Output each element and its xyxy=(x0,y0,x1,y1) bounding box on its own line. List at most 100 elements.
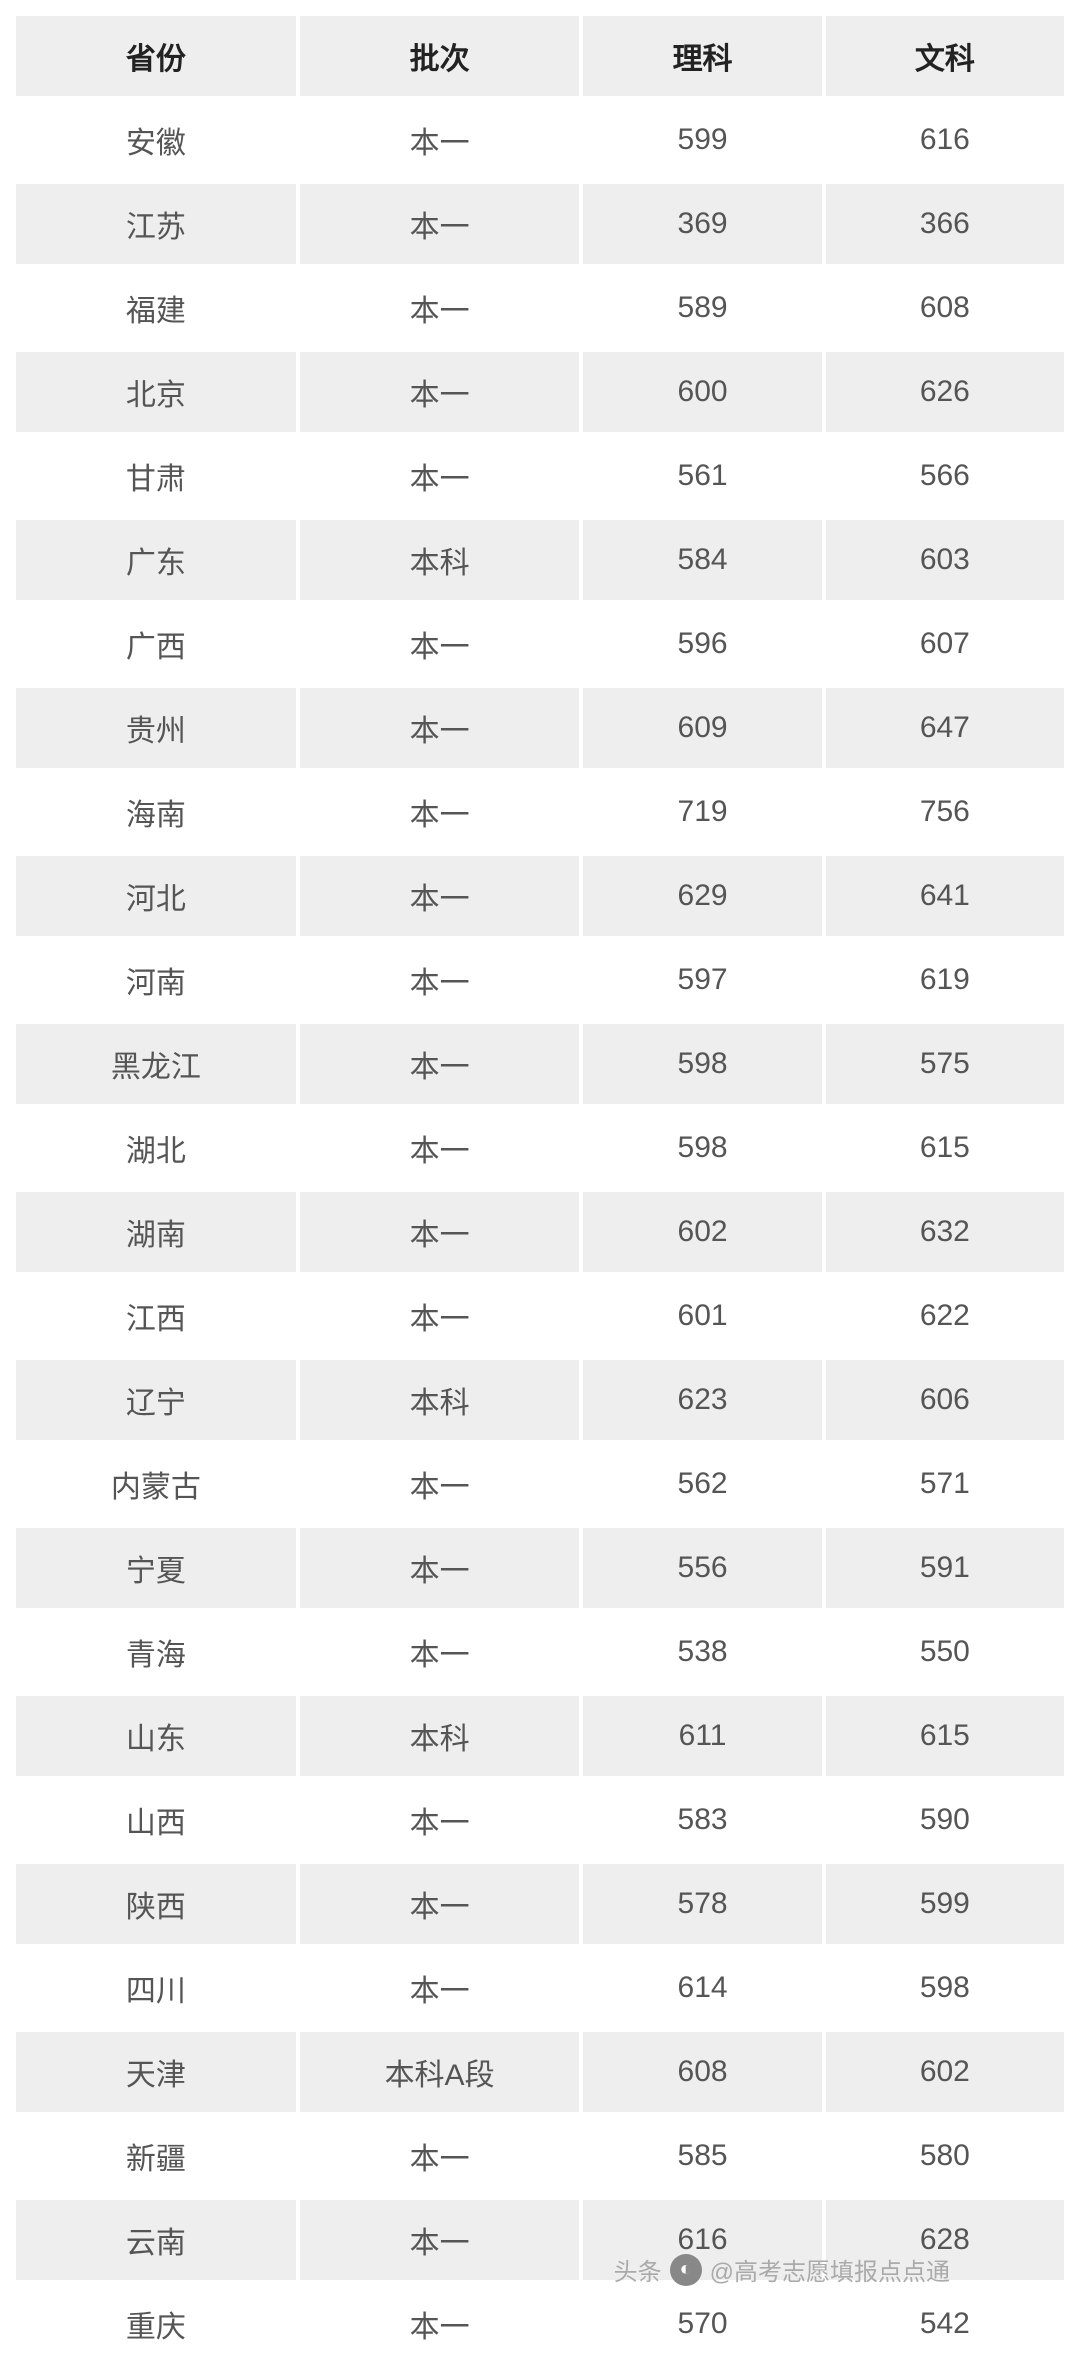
table-row: 青海本一538550 xyxy=(16,1612,1064,1692)
table-cell: 641 xyxy=(826,856,1064,936)
table-cell: 611 xyxy=(583,1696,821,1776)
table-cell: 甘肃 xyxy=(16,436,296,516)
table-cell: 556 xyxy=(583,1528,821,1608)
table-cell: 安徽 xyxy=(16,100,296,180)
table-cell: 本一 xyxy=(300,100,580,180)
table-cell: 719 xyxy=(583,772,821,852)
table-cell: 623 xyxy=(583,1360,821,1440)
table-row: 内蒙古本一562571 xyxy=(16,1444,1064,1524)
table-cell: 600 xyxy=(583,352,821,432)
table-cell: 598 xyxy=(583,1108,821,1188)
header-arts: 文科 xyxy=(826,16,1064,96)
table-cell: 614 xyxy=(583,1948,821,2028)
table-cell: 广东 xyxy=(16,520,296,600)
table-row: 四川本一614598 xyxy=(16,1948,1064,2028)
table-row: 陕西本一578599 xyxy=(16,1864,1064,1944)
table-cell: 本一 xyxy=(300,772,580,852)
table-cell: 陕西 xyxy=(16,1864,296,1944)
table-cell: 本科 xyxy=(300,520,580,600)
table-cell: 591 xyxy=(826,1528,1064,1608)
table-cell: 江西 xyxy=(16,1276,296,1356)
header-province: 省份 xyxy=(16,16,296,96)
table-cell: 北京 xyxy=(16,352,296,432)
table-cell: 562 xyxy=(583,1444,821,1524)
table-cell: 本一 xyxy=(300,1948,580,2028)
table-row: 山西本一583590 xyxy=(16,1780,1064,1860)
watermark-icon: ◐ xyxy=(670,2254,702,2286)
table-cell: 609 xyxy=(583,688,821,768)
table-cell: 629 xyxy=(583,856,821,936)
table-row: 甘肃本一561566 xyxy=(16,436,1064,516)
table-cell: 山东 xyxy=(16,1696,296,1776)
table-cell: 本一 xyxy=(300,1780,580,1860)
table-cell: 538 xyxy=(583,1612,821,1692)
table-cell: 本一 xyxy=(300,184,580,264)
table-container: 省份 批次 理科 文科 安徽本一599616江苏本一369366福建本一5896… xyxy=(0,0,1080,2380)
table-row: 江西本一601622 xyxy=(16,1276,1064,1356)
table-row: 山东本科611615 xyxy=(16,1696,1064,1776)
table-cell: 本一 xyxy=(300,1276,580,1356)
table-row: 广东本科584603 xyxy=(16,520,1064,600)
table-header-row: 省份 批次 理科 文科 xyxy=(16,16,1064,96)
table-cell: 天津 xyxy=(16,2032,296,2112)
table-cell: 本科 xyxy=(300,1696,580,1776)
table-cell: 575 xyxy=(826,1024,1064,1104)
table-cell: 583 xyxy=(583,1780,821,1860)
table-cell: 本一 xyxy=(300,2284,580,2364)
table-cell: 622 xyxy=(826,1276,1064,1356)
table-cell: 647 xyxy=(826,688,1064,768)
table-cell: 本一 xyxy=(300,2116,580,2196)
table-cell: 585 xyxy=(583,2116,821,2196)
table-cell: 本一 xyxy=(300,1108,580,1188)
table-cell: 本一 xyxy=(300,1528,580,1608)
table-cell: 海南 xyxy=(16,772,296,852)
table-row: 河南本一597619 xyxy=(16,940,1064,1020)
table-cell: 607 xyxy=(826,604,1064,684)
watermark-prefix: 头条 xyxy=(614,2252,662,2287)
table-row: 黑龙江本一598575 xyxy=(16,1024,1064,1104)
header-batch: 批次 xyxy=(300,16,580,96)
table-cell: 宁夏 xyxy=(16,1528,296,1608)
table-cell: 本一 xyxy=(300,688,580,768)
table-cell: 608 xyxy=(583,2032,821,2112)
table-row: 福建本一589608 xyxy=(16,268,1064,348)
table-cell: 贵州 xyxy=(16,688,296,768)
table-cell: 602 xyxy=(826,2032,1064,2112)
watermark: 头条 ◐ @高考志愿填报点点通 xyxy=(614,2252,950,2287)
table-cell: 山西 xyxy=(16,1780,296,1860)
table-cell: 626 xyxy=(826,352,1064,432)
table-cell: 青海 xyxy=(16,1612,296,1692)
table-cell: 河北 xyxy=(16,856,296,936)
table-row: 贵州本一609647 xyxy=(16,688,1064,768)
table-cell: 756 xyxy=(826,772,1064,852)
table-cell: 542 xyxy=(826,2284,1064,2364)
table-cell: 重庆 xyxy=(16,2284,296,2364)
table-cell: 福建 xyxy=(16,268,296,348)
table-row: 北京本一600626 xyxy=(16,352,1064,432)
table-cell: 571 xyxy=(826,1444,1064,1524)
table-cell: 615 xyxy=(826,1696,1064,1776)
watermark-text: @高考志愿填报点点通 xyxy=(710,2252,950,2287)
table-cell: 本一 xyxy=(300,1612,580,1692)
table-cell: 湖北 xyxy=(16,1108,296,1188)
table-cell: 本一 xyxy=(300,604,580,684)
table-row: 湖南本一602632 xyxy=(16,1192,1064,1272)
table-cell: 本一 xyxy=(300,436,580,516)
table-cell: 602 xyxy=(583,1192,821,1272)
table-cell: 本一 xyxy=(300,1864,580,1944)
table-row: 江苏本一369366 xyxy=(16,184,1064,264)
table-cell: 四川 xyxy=(16,1948,296,2028)
table-row: 河北本一629641 xyxy=(16,856,1064,936)
table-cell: 本一 xyxy=(300,856,580,936)
table-row: 湖北本一598615 xyxy=(16,1108,1064,1188)
table-cell: 369 xyxy=(583,184,821,264)
table-row: 天津本科A段608602 xyxy=(16,2032,1064,2112)
table-cell: 603 xyxy=(826,520,1064,600)
table-row: 海南本一719756 xyxy=(16,772,1064,852)
table-cell: 599 xyxy=(826,1864,1064,1944)
table-cell: 黑龙江 xyxy=(16,1024,296,1104)
table-cell: 云南 xyxy=(16,2200,296,2280)
table-cell: 596 xyxy=(583,604,821,684)
score-table: 省份 批次 理科 文科 安徽本一599616江苏本一369366福建本一5896… xyxy=(12,12,1068,2368)
table-cell: 本一 xyxy=(300,1444,580,1524)
